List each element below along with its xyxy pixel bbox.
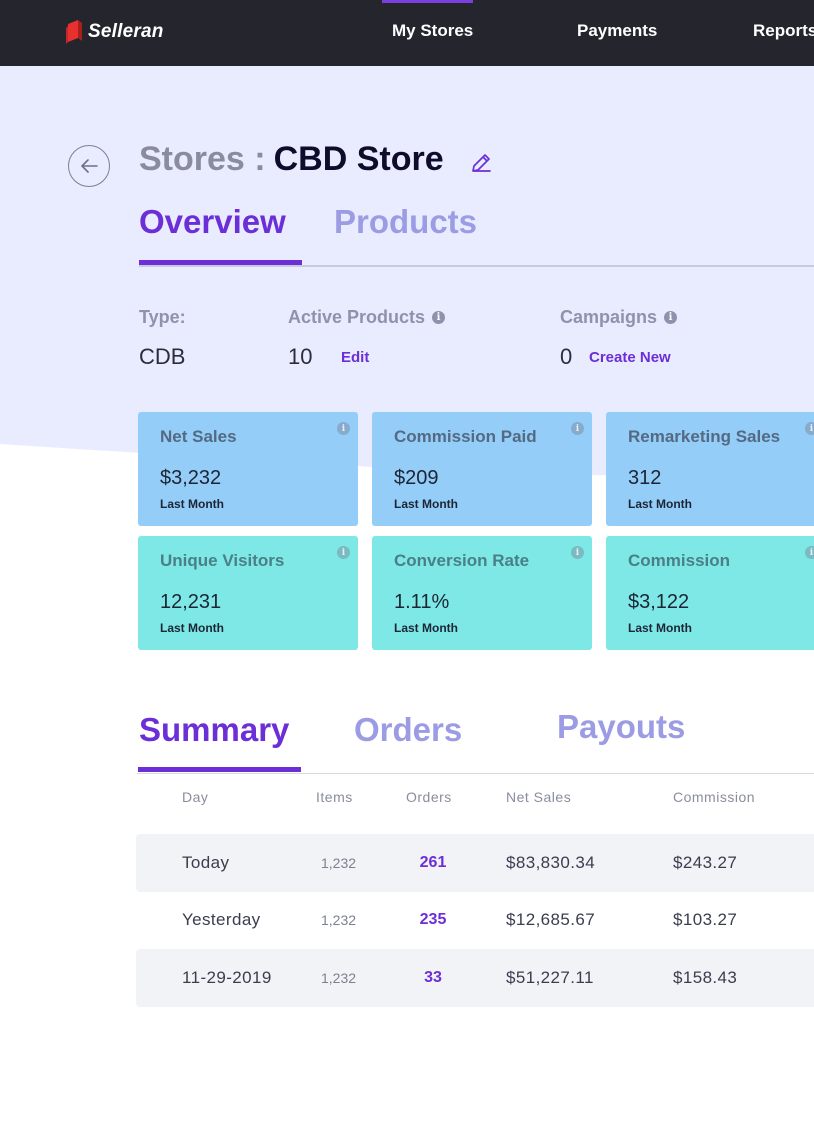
type-label: Type: — [139, 307, 186, 328]
column-header-items: Items — [316, 789, 353, 805]
brand-logo[interactable]: Selleran — [66, 19, 164, 45]
cell-orders[interactable]: 33 — [424, 969, 442, 986]
tab-orders[interactable]: Orders — [354, 711, 463, 748]
cell-day: Today — [182, 853, 230, 872]
cell-items: 1,232 — [321, 912, 357, 928]
stat-card-value: $209 — [394, 467, 439, 489]
stat-card-value: 12,231 — [160, 591, 222, 613]
campaigns-label: Campaigns i — [560, 307, 678, 328]
cell-day: Yesterday — [182, 910, 261, 929]
info-icon[interactable]: i — [664, 311, 678, 324]
cell-orders[interactable]: 261 — [419, 854, 447, 871]
nav-active-indicator — [382, 0, 473, 3]
tab-active-underline — [139, 260, 302, 265]
page-title-prefix: Stores : — [139, 140, 266, 178]
campaigns-value: 0 — [560, 344, 573, 369]
cell-net-sales: $12,685.67 — [506, 910, 596, 929]
type-value: CDB — [139, 344, 186, 369]
stat-card-value: $3,232 — [160, 467, 222, 489]
column-header-commission: Commission — [673, 789, 756, 805]
edit-products-link[interactable]: Edit — [341, 349, 370, 366]
stat-card-period: Last Month — [394, 621, 458, 635]
info-icon[interactable]: i — [571, 546, 584, 559]
info-icon[interactable]: i — [337, 422, 350, 435]
info-icon[interactable]: i — [805, 546, 814, 559]
stat-card-title: Commission Paid — [394, 427, 537, 446]
table-row[interactable]: 11-29-2019 1,232 33 $51,227.11 $158.43 — [136, 949, 814, 1007]
stat-card-period: Last Month — [394, 497, 458, 511]
cell-items: 1,232 — [321, 970, 357, 986]
stat-card-period: Last Month — [160, 621, 224, 635]
column-header-day: Day — [182, 789, 209, 805]
stat-card-conversion-rate[interactable]: Conversion Rate i 1.11% Last Month — [372, 536, 592, 650]
stat-card-period: Last Month — [628, 497, 692, 511]
stat-card-commission-paid[interactable]: Commission Paid i $209 Last Month — [372, 412, 592, 526]
stat-card-remarketing-sales[interactable]: Remarketing Sales i 312 Last Month — [606, 412, 814, 526]
nav-item-reports[interactable]: Reports — [753, 21, 814, 40]
cell-commission: $103.27 — [673, 910, 738, 929]
info-icon[interactable]: i — [337, 546, 350, 559]
tab-products[interactable]: Products — [334, 203, 478, 240]
stat-card-period: Last Month — [628, 621, 692, 635]
back-button[interactable] — [68, 145, 110, 187]
cell-commission: $243.27 — [673, 853, 738, 872]
column-header-net-sales: Net Sales — [506, 789, 572, 805]
active-products-value: 10 — [288, 344, 313, 369]
pencil-icon[interactable] — [470, 152, 492, 174]
info-icon[interactable]: i — [805, 422, 814, 435]
selleran-logo-icon — [66, 20, 82, 44]
cell-net-sales: $51,227.11 — [506, 968, 594, 987]
cell-day: 11-29-2019 — [182, 968, 272, 987]
active-products-label-text: Active Products — [288, 307, 426, 327]
table-row[interactable]: Today 1,232 261 $83,830.34 $243.27 — [136, 834, 814, 892]
cell-commission: $158.43 — [673, 968, 738, 987]
stat-card-value: 1.11% — [394, 591, 450, 613]
stat-card-title: Unique Visitors — [160, 551, 285, 570]
stat-card-value: 312 — [628, 467, 662, 489]
info-icon[interactable]: i — [571, 422, 584, 435]
stat-card-value: $3,122 — [628, 591, 690, 613]
table-row[interactable]: Yesterday 1,232 235 $12,685.67 $103.27 — [136, 891, 814, 949]
arrow-left-icon — [81, 159, 98, 173]
brand-name: Selleran — [88, 21, 164, 42]
stat-card-title: Net Sales — [160, 427, 237, 446]
stat-card-net-sales[interactable]: Net Sales i $3,232 Last Month — [138, 412, 358, 526]
top-navigation-bar: Selleran My Stores Payments Reports — [0, 0, 814, 66]
stat-card-title: Remarketing Sales — [628, 427, 781, 446]
cell-orders[interactable]: 235 — [419, 911, 447, 928]
page-title: Stores : CBD Store — [139, 140, 444, 179]
tab-active-underline — [138, 767, 301, 772]
store-name: CBD Store — [273, 140, 444, 178]
summary-tabs: Summary Orders Payouts — [137, 705, 814, 774]
nav-item-payments[interactable]: Payments — [577, 21, 658, 40]
stat-card-period: Last Month — [160, 497, 224, 511]
cell-net-sales: $83,830.34 — [506, 853, 596, 872]
stat-card-unique-visitors[interactable]: Unique Visitors i 12,231 Last Month — [138, 536, 358, 650]
cell-items: 1,232 — [321, 855, 357, 871]
info-icon[interactable]: i — [432, 311, 446, 324]
type-label-text: Type: — [139, 307, 186, 327]
hero-background — [0, 66, 814, 476]
stat-card-commission[interactable]: Commission i $3,122 Last Month — [606, 536, 814, 650]
create-campaign-link[interactable]: Create New — [589, 349, 671, 366]
stat-card-title: Commission — [628, 551, 731, 570]
tab-summary[interactable]: Summary — [139, 711, 290, 748]
campaigns-label-text: Campaigns — [560, 307, 658, 327]
stat-card-title: Conversion Rate — [394, 551, 530, 570]
tab-overview[interactable]: Overview — [139, 203, 286, 240]
active-products-label: Active Products i — [288, 307, 446, 328]
tab-payouts[interactable]: Payouts — [557, 708, 686, 745]
nav-item-my-stores[interactable]: My Stores — [392, 21, 474, 40]
store-tabs: Overview Products — [139, 200, 814, 267]
column-header-orders: Orders — [406, 789, 452, 805]
